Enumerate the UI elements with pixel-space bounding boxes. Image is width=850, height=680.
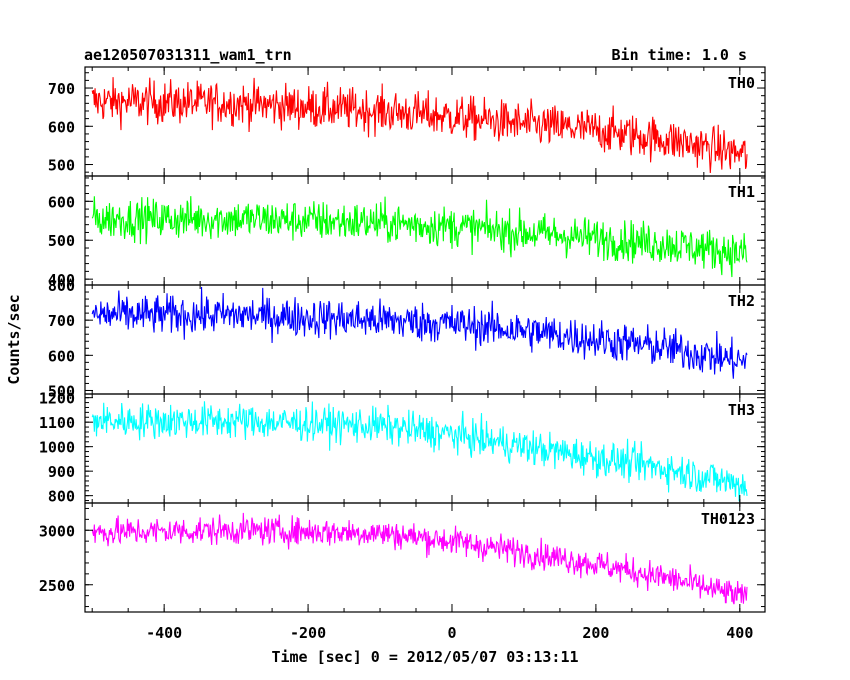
y-tick-label: 500 [48, 382, 75, 400]
panel-frame [84, 66, 766, 177]
y-axis-label: Counts/sec [5, 294, 23, 384]
series-line-th1 [91, 196, 748, 278]
series-line-th2 [91, 287, 748, 379]
y-tick-label: 1000 [39, 439, 75, 457]
y-tick-label: 500 [48, 157, 75, 175]
panel-frame [84, 502, 766, 613]
y-tick-label: 1200 [39, 390, 75, 408]
y-tick-label: 700 [48, 80, 75, 98]
x-tick-label: 0 [447, 624, 456, 642]
y-tick-label: 500 [48, 232, 75, 250]
y-tick-label: 2500 [39, 577, 75, 595]
panel-th3 [84, 393, 766, 504]
y-tick-label: 700 [48, 312, 75, 330]
y-tick-label: 600 [48, 193, 75, 211]
y-tick-label: 900 [48, 463, 75, 481]
y-tick-label: 800 [48, 488, 75, 506]
panel-th2 [84, 284, 766, 395]
series-line-th3 [91, 401, 748, 502]
panel-th0123 [84, 502, 766, 613]
series-line-th0 [91, 77, 748, 174]
x-tick-label: -400 [146, 624, 182, 642]
x-tick-label: 400 [726, 624, 753, 642]
chart-title: ae120507031311_wam1_trn [84, 46, 292, 64]
y-tick-label: 1100 [39, 414, 75, 432]
series-line-th0123 [91, 512, 748, 605]
y-tick-label: 600 [48, 118, 75, 136]
panel-label-th1: TH1 [728, 183, 755, 201]
x-tick-label: -200 [290, 624, 326, 642]
y-tick-label: 600 [48, 347, 75, 365]
panel-frame [84, 393, 766, 504]
y-tick-label: 400 [48, 271, 75, 289]
panel-frame [84, 284, 766, 395]
x-axis-label: Time [sec] 0 = 2012/05/07 03:13:11 [271, 648, 578, 666]
y-tick-label: 800 [48, 277, 75, 295]
y-tick-label: 3000 [39, 522, 75, 540]
panel-label-th3: TH3 [728, 401, 755, 419]
panel-th1 [84, 175, 766, 286]
panel-label-th0123: TH0123 [701, 510, 755, 528]
x-tick-label: 200 [582, 624, 609, 642]
panel-label-th2: TH2 [728, 292, 755, 310]
panel-label-th0: TH0 [728, 74, 755, 92]
panel-th0 [84, 66, 766, 177]
bin-time-label: Bin time: 1.0 s [611, 46, 747, 64]
